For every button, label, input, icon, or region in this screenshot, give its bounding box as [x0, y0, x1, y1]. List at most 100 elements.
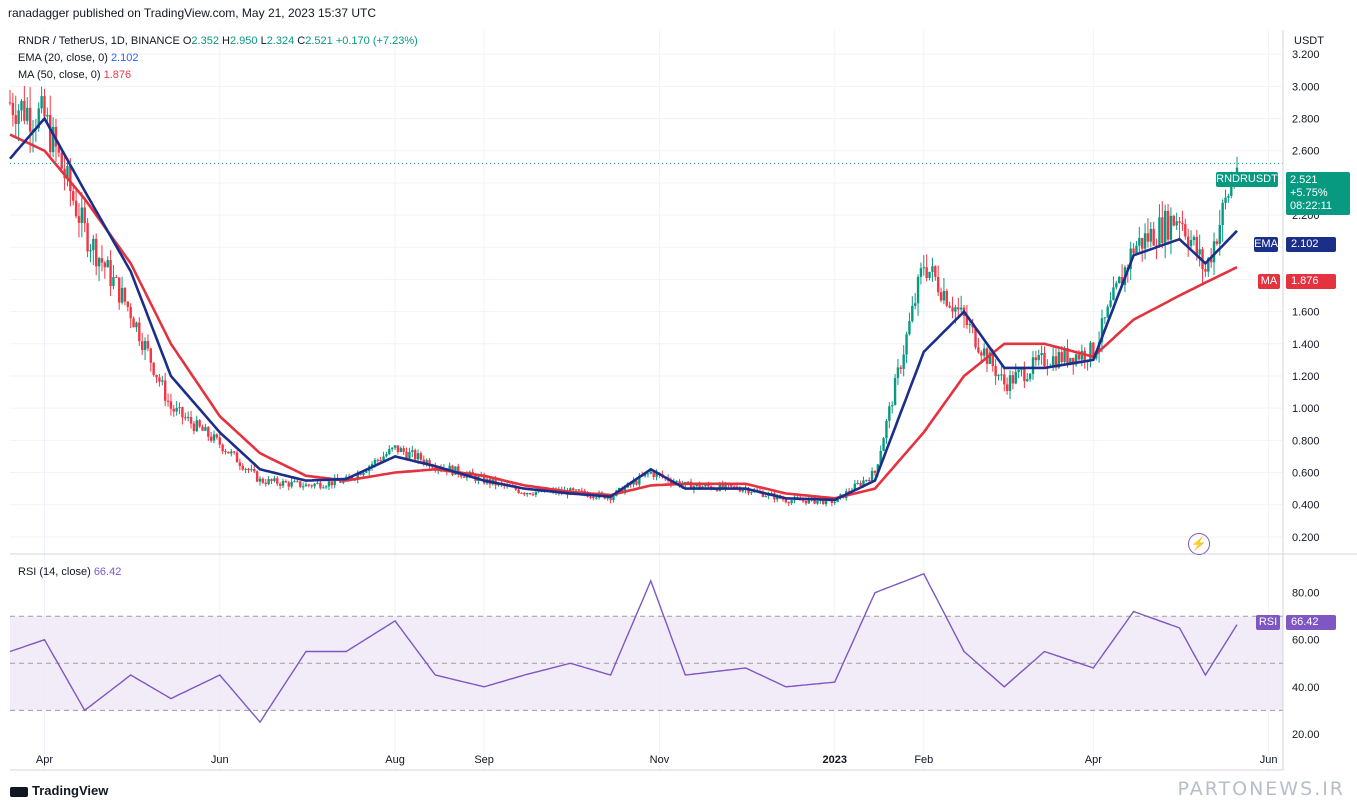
candle-body [1212, 241, 1216, 263]
candle-body [86, 223, 89, 252]
candle-body [1112, 287, 1115, 301]
candle-body [882, 438, 885, 451]
candle-body [1014, 372, 1017, 384]
candle-body [1218, 225, 1221, 244]
candle-body [873, 470, 877, 473]
lightning-icon[interactable]: ⚡ [1188, 533, 1210, 555]
candle-body [730, 484, 733, 487]
price-tick-label: 0.600 [1292, 468, 1320, 480]
tradingview-brand[interactable]: TradingView [10, 783, 108, 798]
candle-body [1074, 354, 1078, 365]
candle-body [307, 484, 311, 486]
candle-body [149, 348, 153, 363]
candle-body [23, 100, 26, 121]
price-symbol-tag: RNDRUSDT [1216, 172, 1278, 187]
candle-body [635, 480, 638, 485]
candle-body [138, 322, 141, 342]
candle-body [681, 484, 684, 486]
candle-body [402, 448, 405, 452]
candle-body [152, 362, 155, 375]
candle-body [425, 460, 428, 464]
candle-body [1175, 221, 1178, 226]
candle-body [117, 277, 121, 303]
candle-body [669, 480, 673, 484]
change-value: +0.170 (+7.23%) [335, 35, 418, 47]
candle-body [399, 448, 403, 453]
candle-body [1129, 248, 1132, 269]
candle-body [100, 258, 104, 263]
candle-body [77, 216, 81, 223]
candle-body [163, 380, 167, 401]
candle-body [37, 108, 40, 129]
candle-body [413, 450, 417, 460]
candle-body [704, 484, 707, 487]
candle-body [1192, 236, 1196, 240]
candle-body [951, 307, 954, 312]
candle-body [209, 436, 213, 441]
candle-body [287, 482, 290, 487]
candle-body [902, 354, 905, 369]
candle-body [862, 480, 865, 486]
candle-body [359, 472, 362, 475]
candle-body [592, 496, 595, 499]
rsi-tick-label: 40.00 [1292, 682, 1320, 694]
legend-ema-line: EMA (20, close, 0) 2.102 [18, 52, 138, 64]
candle-body [1115, 283, 1118, 288]
publisher-line: ranadagger published on TradingView.com,… [8, 6, 377, 20]
candle-body [517, 489, 520, 493]
rsi-tag-label: RSI [1258, 616, 1278, 628]
candle-body [95, 238, 98, 267]
candle-body [396, 445, 400, 453]
open-label: O [182, 35, 192, 47]
candle-body [235, 452, 239, 463]
candle-body [69, 166, 72, 192]
candle-body [934, 266, 937, 277]
candle-body [416, 453, 420, 460]
candle-body [120, 287, 124, 303]
candle-body [1221, 202, 1224, 226]
candle-body [1028, 373, 1032, 380]
candle-body [221, 444, 224, 452]
candle-body [178, 407, 181, 409]
candle-body [322, 487, 325, 489]
candle-body [922, 267, 926, 269]
candle-body [1224, 197, 1227, 203]
candle-body [103, 262, 107, 268]
candle-body [856, 482, 859, 484]
candle-body [97, 258, 101, 267]
ema-axis-tag: 2.102 [1286, 237, 1336, 252]
candle-body [49, 114, 52, 153]
candle-body [1103, 317, 1107, 319]
candle-body [1227, 195, 1230, 198]
time-tick-label: 2023 [822, 754, 846, 766]
candle-body [1057, 352, 1061, 368]
candle-body [135, 322, 138, 328]
candle-body [721, 483, 724, 488]
candle-body [146, 340, 150, 349]
candle-body [72, 191, 75, 201]
candle-body [732, 486, 736, 488]
candle-body [595, 497, 598, 499]
candle-body [161, 380, 164, 382]
candle-body [316, 482, 319, 484]
candle-body [1017, 369, 1020, 373]
candle-body [928, 271, 931, 278]
candle-body [643, 473, 647, 477]
candle-body [106, 260, 109, 268]
candle-body [1215, 241, 1219, 244]
candle-body [379, 460, 382, 462]
candle-body [577, 489, 581, 491]
candle-body [143, 340, 147, 351]
candle-body [17, 110, 20, 124]
candle-body [431, 466, 434, 468]
candle-body [1146, 233, 1150, 242]
candle-body [609, 497, 612, 501]
candle-body [189, 417, 193, 424]
candle-body [129, 306, 132, 319]
candle-body [390, 447, 394, 450]
current-price-tag: 2.521 +5.75% 08:22:11 [1286, 172, 1350, 215]
candle-body [572, 488, 575, 491]
candle-body [790, 500, 793, 504]
ema-axis-value: 2.102 [1291, 238, 1319, 250]
